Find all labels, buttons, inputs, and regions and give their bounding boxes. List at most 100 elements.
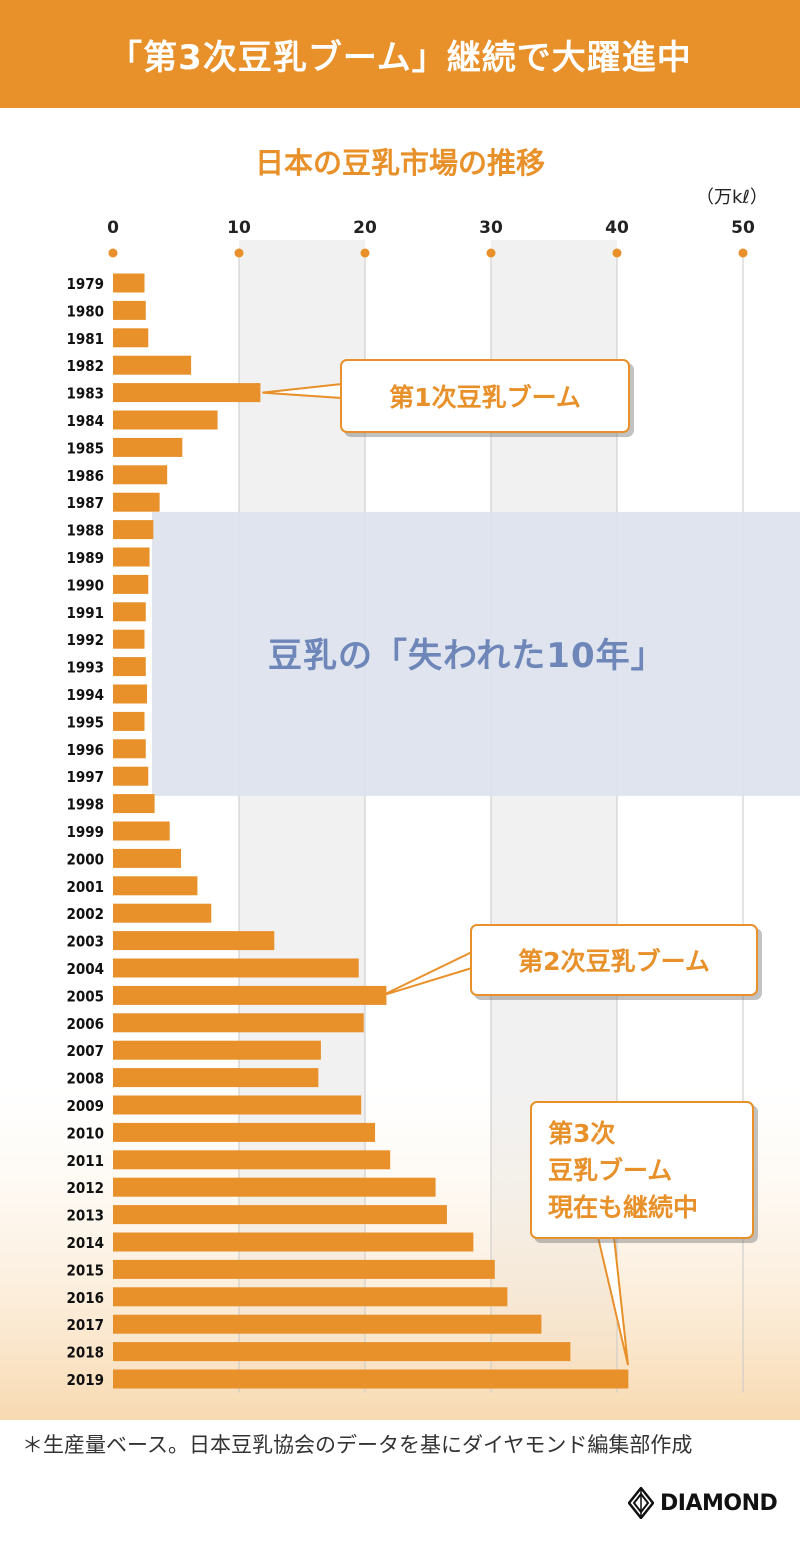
bar-1999 xyxy=(113,821,170,841)
diamond-logo-icon xyxy=(628,1487,654,1519)
year-label: 2001 xyxy=(66,878,104,896)
bar-1992 xyxy=(113,629,145,649)
bar-2011 xyxy=(113,1150,391,1170)
x-tick-dot xyxy=(360,248,370,258)
year-label: 2013 xyxy=(66,1207,104,1225)
bar-2017 xyxy=(113,1314,542,1334)
year-label: 2006 xyxy=(66,1015,104,1033)
year-label: 1990 xyxy=(66,576,104,594)
year-label: 1985 xyxy=(66,439,104,457)
year-label: 2015 xyxy=(66,1261,104,1279)
bar-2004 xyxy=(113,958,359,978)
bar-1983 xyxy=(113,383,261,403)
bar-1989 xyxy=(113,547,150,567)
bar-2008 xyxy=(113,1068,319,1088)
x-tick-label: 0 xyxy=(107,218,119,238)
year-label: 1983 xyxy=(66,385,104,403)
year-label: 1986 xyxy=(66,467,104,485)
bar-2015 xyxy=(113,1259,495,1279)
year-label: 1992 xyxy=(66,631,104,649)
year-label: 2017 xyxy=(66,1316,104,1334)
bar-2014 xyxy=(113,1232,474,1252)
bar-2002 xyxy=(113,903,212,923)
lost-decade-label: 豆乳の「失われた10年」 xyxy=(268,636,666,676)
bar-2018 xyxy=(113,1342,571,1362)
year-label: 1991 xyxy=(66,604,104,622)
x-tick-dot xyxy=(234,248,244,258)
year-label: 1984 xyxy=(66,412,104,430)
bar-1993 xyxy=(113,657,146,677)
header-banner: 「第3次豆乳ブーム」継続で大躍進中 xyxy=(0,0,800,108)
x-tick-dot xyxy=(486,248,496,258)
bar-1979 xyxy=(113,273,145,293)
year-label: 1987 xyxy=(66,494,104,512)
year-label: 2016 xyxy=(66,1289,104,1307)
year-label: 2012 xyxy=(66,1179,104,1197)
bar-1990 xyxy=(113,574,149,594)
lost-decade-band xyxy=(152,511,800,796)
year-label: 2007 xyxy=(66,1042,104,1060)
callout-boom2-pointer xyxy=(381,950,473,997)
year-label: 2018 xyxy=(66,1344,104,1362)
bar-1986 xyxy=(113,465,168,485)
bar-2007 xyxy=(113,1040,321,1060)
chart-title: 日本の豆乳市場の推移 xyxy=(254,146,545,180)
bar-1995 xyxy=(113,711,145,731)
year-label: 1980 xyxy=(66,302,104,320)
bar-2016 xyxy=(113,1287,508,1307)
callout-boom3-line2: 豆乳ブーム xyxy=(548,1155,673,1185)
diamond-logo: DIAMOND xyxy=(628,1487,778,1519)
year-label: 2004 xyxy=(66,960,104,978)
x-tick-label: 50 xyxy=(731,218,755,238)
year-label: 2009 xyxy=(66,1097,104,1115)
callout-boom2: 第2次豆乳ブーム xyxy=(470,924,758,996)
callout-boom1-text: 第1次豆乳ブーム xyxy=(389,383,581,412)
bar-2009 xyxy=(113,1095,362,1115)
bar-1985 xyxy=(113,437,183,457)
bar-2013 xyxy=(113,1205,447,1225)
year-label: 2003 xyxy=(66,933,104,951)
x-tick-dot xyxy=(738,248,748,258)
bar-1982 xyxy=(113,355,192,375)
bar-2001 xyxy=(113,876,198,896)
x-tick-label: 40 xyxy=(605,218,629,238)
bar-2012 xyxy=(113,1177,436,1197)
year-label: 1982 xyxy=(66,357,104,375)
callout-boom3-line1: 第3次 xyxy=(548,1118,616,1148)
bar-2019 xyxy=(113,1369,629,1389)
year-label: 1997 xyxy=(66,768,104,786)
bar-1991 xyxy=(113,602,146,622)
year-label: 2014 xyxy=(66,1234,104,1252)
bar-2000 xyxy=(113,848,182,868)
year-label: 2008 xyxy=(66,1070,104,1088)
year-label: 1993 xyxy=(66,659,104,677)
unit-label: （万kℓ） xyxy=(696,187,768,208)
x-tick-label: 30 xyxy=(479,218,503,238)
x-tick-label: 20 xyxy=(353,218,377,238)
bar-1988 xyxy=(113,520,154,540)
diamond-logo-text: DIAMOND xyxy=(660,1490,778,1516)
bar-1998 xyxy=(113,794,155,814)
bar-2010 xyxy=(113,1122,376,1142)
bar-1996 xyxy=(113,739,146,759)
year-label: 2000 xyxy=(66,850,104,868)
year-label: 1998 xyxy=(66,796,104,814)
callout-boom2-text: 第2次豆乳ブーム xyxy=(518,947,710,976)
year-label: 1996 xyxy=(66,741,104,759)
header-title: 「第3次豆乳ブーム」継続で大躍進中 xyxy=(108,37,692,78)
year-label: 1999 xyxy=(66,823,104,841)
year-label: 1994 xyxy=(66,686,104,704)
bar-2006 xyxy=(113,1013,364,1033)
footnote: ＊生産量ベース。日本豆乳協会のデータを基にダイヤモンド編集部作成 xyxy=(22,1433,693,1457)
bar-2003 xyxy=(113,931,275,951)
bar-1980 xyxy=(113,300,146,320)
callout-boom1: 第1次豆乳ブーム xyxy=(340,359,630,433)
year-label: 2019 xyxy=(66,1371,104,1389)
year-label: 1979 xyxy=(66,275,104,293)
year-label: 1981 xyxy=(66,330,104,348)
bar-1981 xyxy=(113,328,149,348)
bar-1987 xyxy=(113,492,160,512)
x-tick-label: 10 xyxy=(227,218,251,238)
bar-2005 xyxy=(113,985,387,1005)
year-label: 1989 xyxy=(66,549,104,567)
